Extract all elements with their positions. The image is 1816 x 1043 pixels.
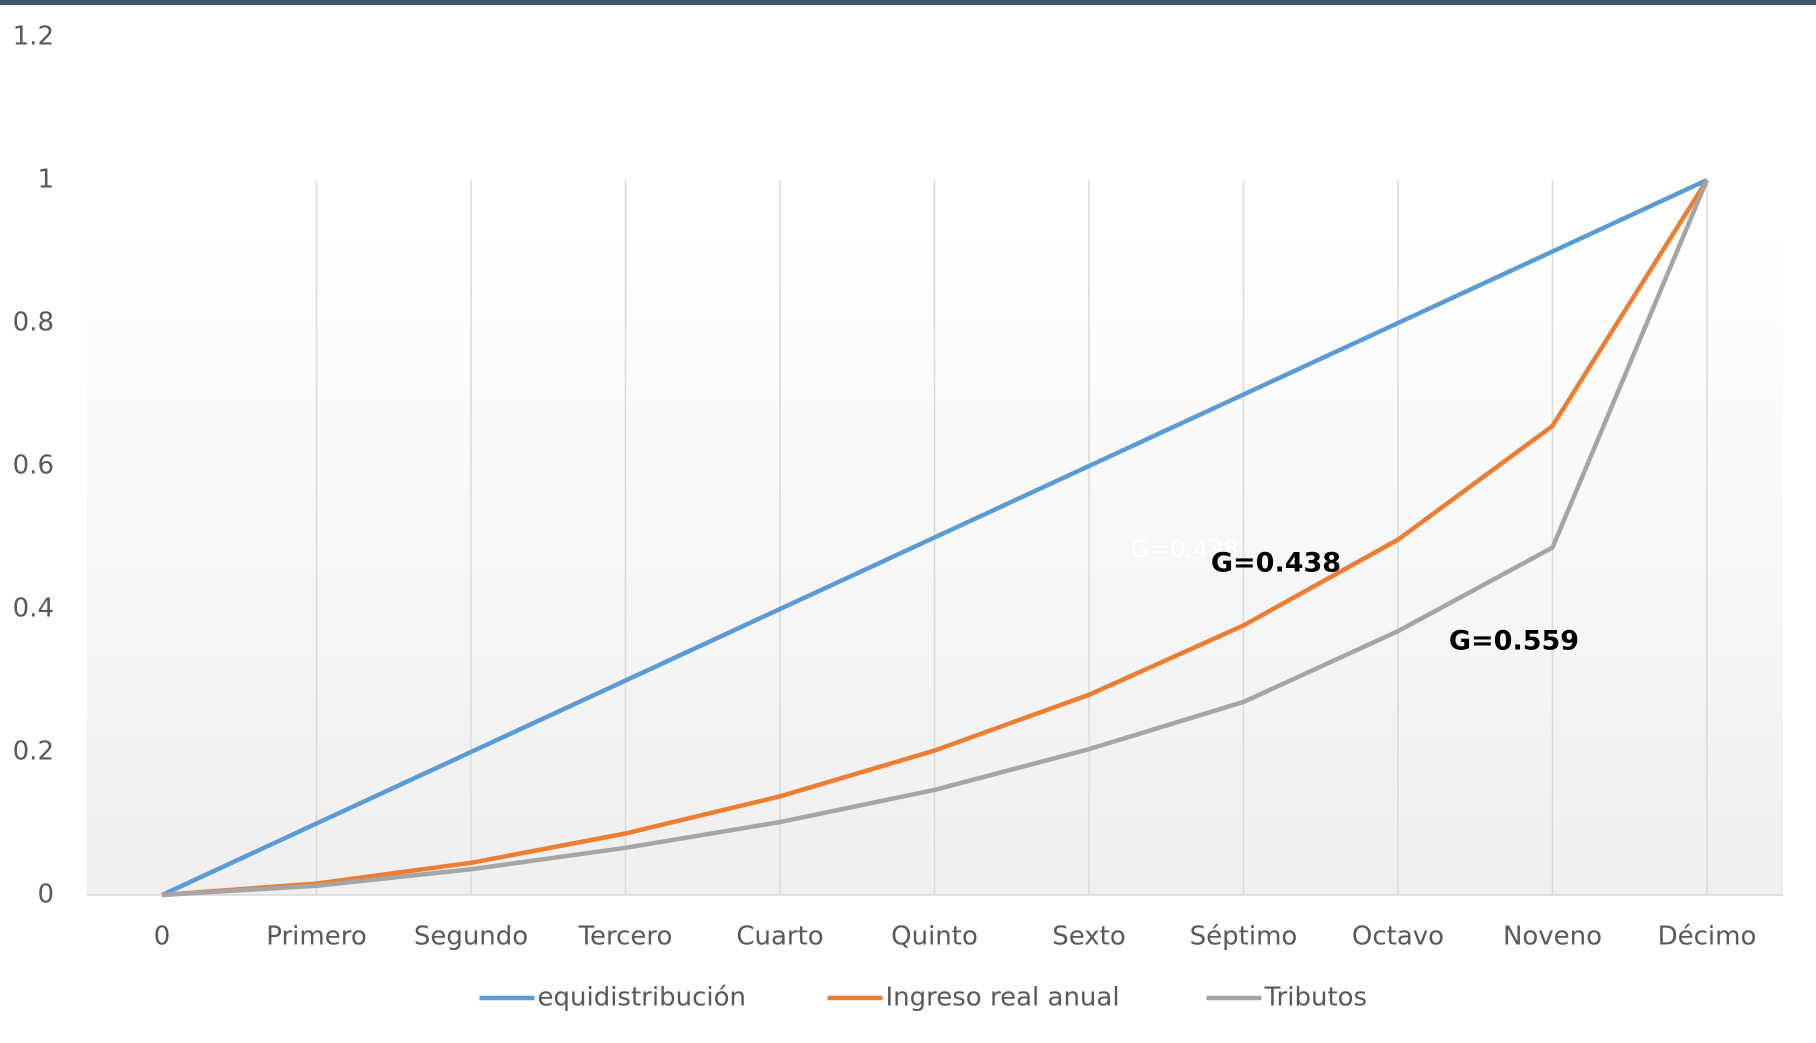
x-tick-label: Séptimo bbox=[1190, 922, 1298, 952]
series-line bbox=[161, 179, 1710, 898]
y-tick-label: 0 bbox=[37, 880, 54, 910]
y-tick-label: 0.4 bbox=[13, 594, 54, 624]
legend-label: equidistribución bbox=[538, 983, 746, 1013]
legend-label: Ingreso real anual bbox=[886, 983, 1120, 1013]
series-line bbox=[161, 177, 1708, 898]
x-tick-label: Segundo bbox=[414, 922, 528, 952]
top-bar bbox=[0, 0, 1816, 5]
x-tick-label: Cuarto bbox=[736, 922, 823, 952]
y-tick-label: 0.2 bbox=[13, 737, 54, 767]
legend-label: Tributos bbox=[1264, 983, 1368, 1013]
x-tick-label: Quinto bbox=[891, 922, 978, 952]
y-tick-label: 1.2 bbox=[13, 22, 54, 52]
y-tick-label: 0.8 bbox=[13, 308, 54, 338]
annotation: G=0.438 bbox=[1211, 548, 1341, 579]
x-tick-label: Tercero bbox=[578, 922, 673, 952]
series-line bbox=[161, 178, 1709, 898]
annotation: G=0.438 bbox=[1131, 535, 1238, 563]
y-tick-label: 0.6 bbox=[13, 451, 54, 481]
x-tick-label: Décimo bbox=[1658, 922, 1757, 952]
x-tick-label: Octavo bbox=[1352, 922, 1444, 952]
x-tick-label: Primero bbox=[266, 922, 366, 952]
x-tick-label: Sexto bbox=[1052, 922, 1126, 952]
x-tick-label: 0 bbox=[154, 922, 171, 952]
x-tick-label: Noveno bbox=[1503, 922, 1602, 952]
y-tick-label: 1 bbox=[37, 165, 54, 195]
annotation: G=0.559 bbox=[1449, 626, 1579, 657]
